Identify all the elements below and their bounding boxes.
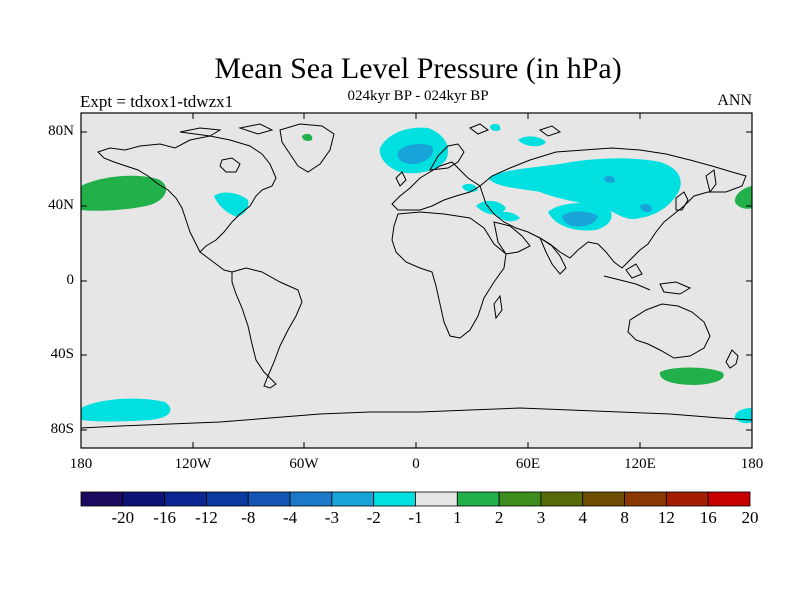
- southern-ocean-negative-region: [81, 398, 171, 422]
- colorbar-swatch: [624, 491, 667, 507]
- colorbar: [80, 491, 751, 507]
- colorbar-tick-label: -12: [195, 508, 218, 527]
- x-tick-label: 180: [740, 456, 764, 472]
- x-tick-label: 120W: [174, 456, 212, 472]
- y-tick-label: 40N: [48, 197, 74, 213]
- colorbar-swatch: [665, 491, 709, 507]
- y-tick-label: 40S: [50, 346, 74, 362]
- japan-blue-spot: [640, 203, 652, 213]
- colorbar-tick-label: -3: [324, 508, 339, 527]
- tick-marks: [81, 113, 752, 448]
- colorbar-tick-label: -4: [282, 508, 298, 527]
- colorbar-swatch: [164, 491, 207, 507]
- arctic-spot-negative: [490, 123, 501, 131]
- colorbar-swatch: [415, 491, 458, 507]
- y-tick-label: 80N: [48, 123, 74, 139]
- colorbar-tick-label: 3: [536, 508, 546, 527]
- colorbar-tick-label: 4: [578, 508, 588, 527]
- colorbar-swatch: [707, 491, 751, 507]
- colorbar-swatch: [498, 491, 542, 507]
- colorbar-swatch: [540, 491, 584, 507]
- colorbar-tick-label: -8: [241, 508, 256, 527]
- colorbar-swatch: [122, 491, 166, 507]
- siberia-blue-spot: [604, 175, 616, 183]
- colorbar-swatch: [247, 491, 291, 507]
- caspian-negative-region: [476, 200, 506, 215]
- experiment-label: Expt = tdxox1-tdwzx1: [80, 92, 234, 111]
- southern-indian-ocean-positive-region: [659, 367, 724, 385]
- colorbar-tick-label: -20: [111, 508, 135, 527]
- y-tick-label: 80S: [50, 421, 74, 437]
- colorbar-swatch: [456, 491, 500, 507]
- colorbar-tick-label: 16: [699, 508, 717, 527]
- season-label: ANN: [717, 92, 752, 109]
- north-pacific-positive-region: [81, 175, 167, 211]
- x-tick-label: 60E: [515, 456, 541, 472]
- colorbar-tick-label: 2: [494, 508, 504, 527]
- x-tick-label: 180: [69, 456, 93, 472]
- arctic-east-negative-region: [518, 136, 546, 147]
- coastlines: [81, 123, 752, 429]
- colorbar-swatch: [289, 491, 333, 507]
- x-tick-label: 60W: [289, 456, 319, 472]
- colorbar-swatch: [80, 491, 124, 507]
- himalaya-strip-negative-region: [496, 211, 520, 222]
- colorbar-tick-label: 1: [453, 508, 462, 527]
- colorbar-swatch: [206, 491, 249, 507]
- colorbar-swatch: [331, 491, 375, 507]
- barents-blue-region: [397, 144, 434, 164]
- map-subtitle: 024kyr BP - 024kyr BP: [347, 88, 489, 104]
- greenland-positive-spot: [302, 133, 313, 141]
- x-tick-label: 120E: [624, 456, 656, 472]
- colorbar-swatch: [582, 491, 625, 507]
- colorbar-tick-label: -1: [408, 508, 423, 527]
- y-tick-label: 0: [66, 272, 75, 288]
- x-tick-label: 0: [412, 456, 420, 472]
- colorbar-swatch: [373, 491, 416, 507]
- tibet-blue-region: [562, 211, 598, 227]
- map-title: Mean Sea Level Pressure (in hPa): [214, 52, 622, 85]
- colorbar-tick-label: 8: [620, 508, 629, 527]
- colorbar-tick-label: 12: [657, 508, 675, 527]
- colorbar-tick-label: -2: [366, 508, 381, 527]
- siberia-negative-region: [488, 158, 681, 220]
- north-america-negative-region: [214, 192, 249, 217]
- colorbar-tick-label: 20: [741, 508, 759, 527]
- far-east-pacific-positive-region: [734, 186, 752, 209]
- colorbar-tick-label: -16: [153, 508, 176, 527]
